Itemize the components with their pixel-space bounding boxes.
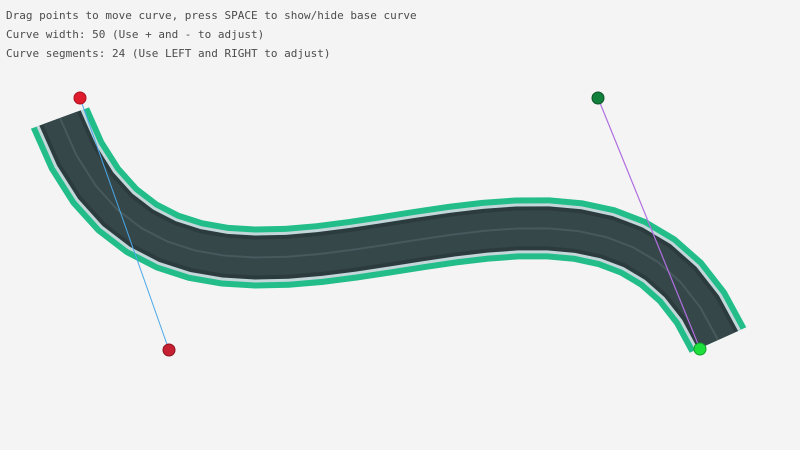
end-control-handle[interactable] <box>591 91 605 105</box>
center-line <box>59 117 719 341</box>
start-control-handle[interactable] <box>162 343 176 357</box>
start-anchor-handle[interactable] <box>73 91 87 105</box>
control-handles[interactable] <box>73 91 707 357</box>
end-leader-line <box>597 97 701 350</box>
start-leader-line <box>79 97 170 351</box>
road-ribbon[interactable] <box>30 107 747 353</box>
handle-leader-lines <box>79 97 701 351</box>
road-surface <box>43 111 735 348</box>
end-anchor-handle[interactable] <box>693 342 707 356</box>
